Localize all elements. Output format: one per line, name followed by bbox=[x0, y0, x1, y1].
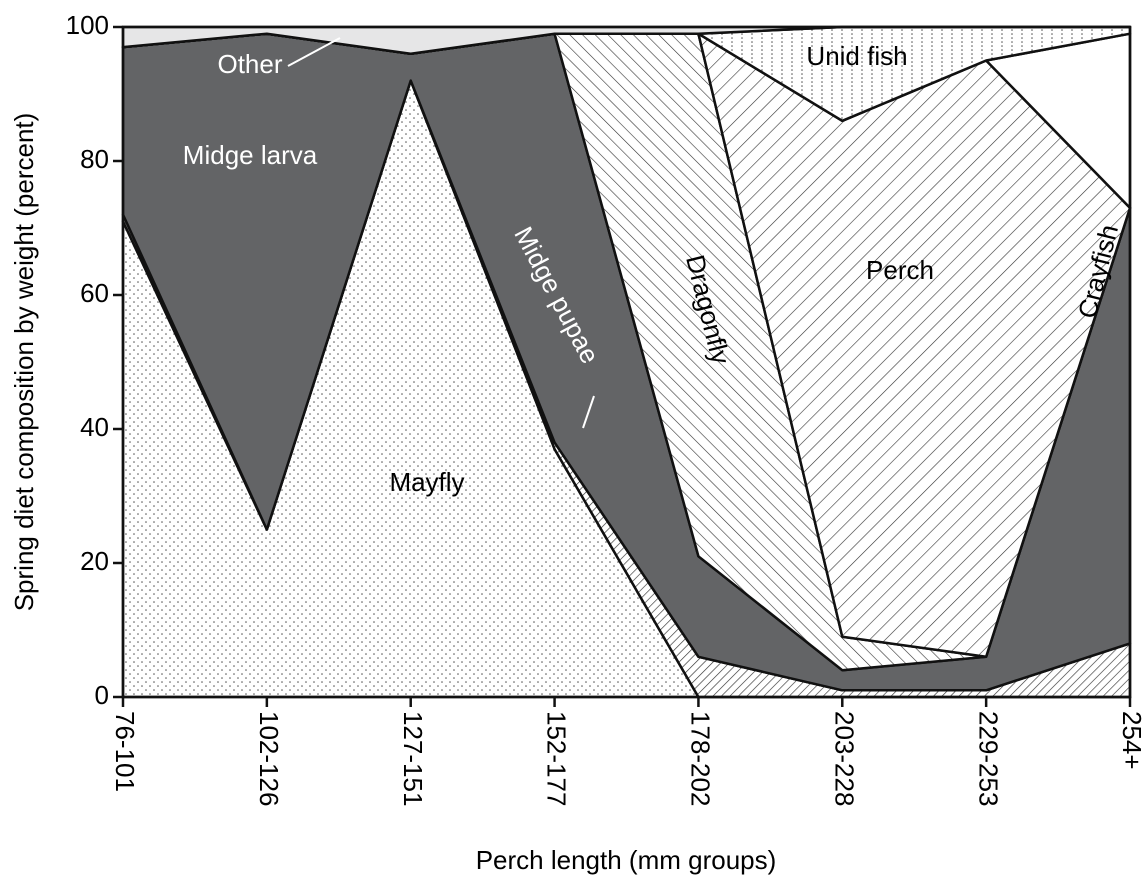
y-tick-label: 20 bbox=[80, 546, 109, 576]
plot-frame bbox=[121, 25, 1132, 699]
series-label: Midge larva bbox=[183, 140, 318, 170]
y-tick-label: 100 bbox=[66, 10, 109, 40]
leader-line bbox=[287, 37, 341, 67]
x-tick-label: 178-202 bbox=[686, 711, 716, 806]
series-label: Other bbox=[217, 49, 282, 79]
x-tick-label: 203-228 bbox=[829, 711, 859, 806]
y-tick-label: 40 bbox=[80, 412, 109, 442]
y-tick-label: 60 bbox=[80, 278, 109, 308]
x-tick-label: 254+ bbox=[1117, 711, 1144, 770]
x-axis-label: Perch length (mm groups) bbox=[476, 845, 777, 875]
leader-line bbox=[582, 395, 595, 429]
series-label: Unid fish bbox=[806, 41, 907, 71]
series-label: Mayfly bbox=[389, 467, 464, 497]
x-tick-label: 152-177 bbox=[542, 711, 572, 806]
x-tick-label: 127-151 bbox=[398, 711, 428, 806]
x-tick-label: 76-101 bbox=[110, 711, 140, 792]
x-tick-label: 229-253 bbox=[973, 711, 1003, 806]
y-tick-label: 80 bbox=[80, 144, 109, 174]
x-tick-label: 102-126 bbox=[254, 711, 284, 806]
y-axis-label: Spring diet composition by weight (perce… bbox=[9, 113, 39, 612]
y-tick-label: 0 bbox=[95, 680, 109, 710]
series-label: Perch bbox=[866, 255, 934, 285]
